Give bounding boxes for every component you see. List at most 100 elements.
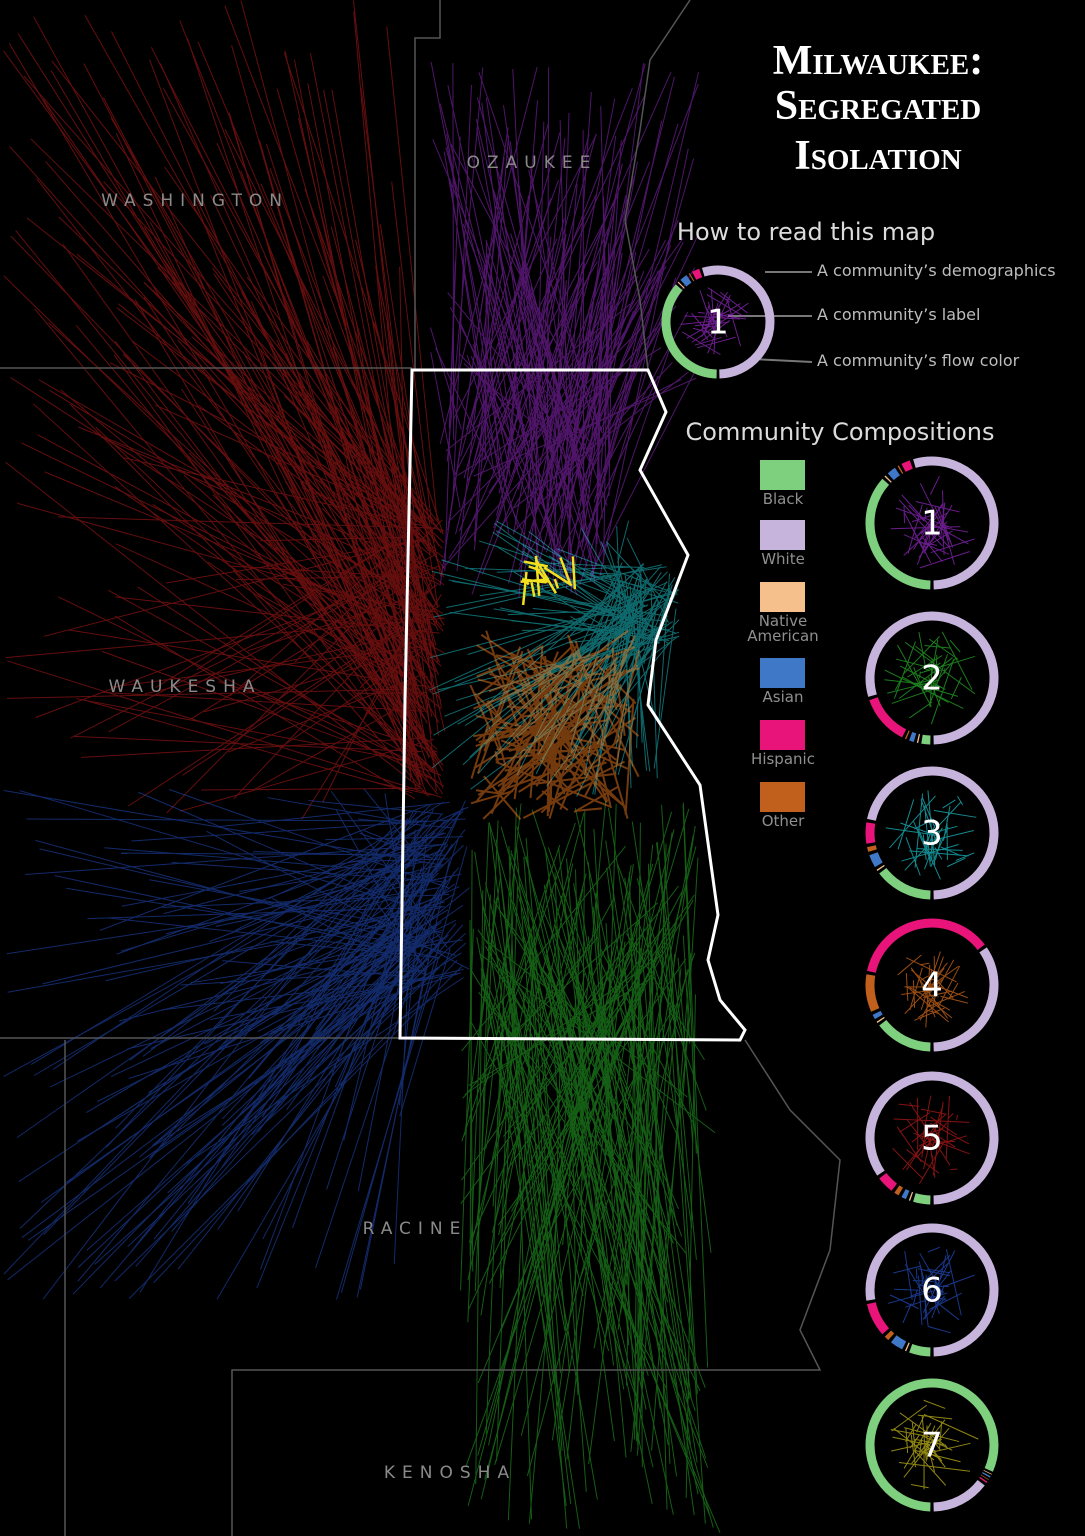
ring-flow-line bbox=[713, 321, 717, 355]
flow-line bbox=[271, 898, 425, 975]
flow-line bbox=[566, 858, 590, 1138]
flow-line bbox=[587, 161, 638, 429]
flow-line bbox=[447, 292, 577, 452]
flow-line bbox=[431, 601, 639, 769]
note: A community’s label bbox=[817, 305, 980, 324]
ring-flow-line bbox=[892, 1436, 929, 1446]
flow-line bbox=[624, 877, 692, 1400]
ring-flow-line bbox=[900, 822, 937, 837]
flow-line bbox=[151, 921, 409, 1147]
flow-line bbox=[520, 829, 675, 1436]
flow-line bbox=[65, 904, 464, 1184]
ring-segment bbox=[913, 1193, 931, 1205]
flow-line bbox=[516, 669, 608, 804]
flow-line bbox=[588, 198, 616, 469]
ring-flow-line bbox=[919, 962, 930, 966]
flow-line bbox=[508, 845, 533, 1520]
flow-line bbox=[477, 1025, 602, 1456]
flow-line bbox=[206, 830, 470, 970]
flow-line bbox=[3, 825, 431, 1275]
ring-flow-line bbox=[928, 662, 941, 672]
flow-line bbox=[359, 832, 430, 859]
ring-flow-line bbox=[921, 685, 959, 697]
flow-line bbox=[488, 647, 609, 693]
flow-line bbox=[77, 426, 439, 571]
ring-flow-line bbox=[914, 678, 933, 685]
flow-line bbox=[558, 209, 616, 430]
flow-line bbox=[525, 856, 647, 1410]
ring-segment bbox=[865, 1223, 999, 1357]
flow-line bbox=[604, 803, 617, 1165]
flow-line bbox=[66, 887, 408, 945]
flow-line bbox=[273, 561, 438, 756]
flow-line bbox=[564, 281, 597, 513]
flow-line bbox=[682, 935, 691, 1044]
flow-line bbox=[143, 226, 440, 723]
flow-line bbox=[473, 206, 497, 542]
ring-flow-line bbox=[931, 1284, 945, 1319]
flow-line bbox=[624, 575, 651, 772]
flow-line bbox=[325, 836, 464, 841]
ring-flow-line bbox=[937, 1135, 967, 1146]
flow-line bbox=[217, 801, 450, 828]
flow-line bbox=[522, 722, 628, 810]
flow-line bbox=[154, 176, 411, 757]
flow-line bbox=[343, 882, 406, 1141]
flow-line bbox=[3, 275, 417, 680]
flow-line bbox=[509, 586, 631, 666]
flow-line bbox=[179, 20, 435, 664]
flow-line bbox=[641, 953, 649, 1031]
flow-line bbox=[544, 641, 660, 697]
flow-line bbox=[560, 940, 679, 1210]
flow-line bbox=[570, 615, 618, 646]
ring-segment bbox=[680, 275, 692, 287]
ring-flow-line bbox=[917, 1275, 923, 1325]
flow-line bbox=[488, 942, 665, 1284]
flow-line bbox=[520, 278, 594, 569]
flow-line bbox=[472, 344, 546, 551]
ring-flow-line bbox=[889, 1294, 919, 1310]
flow-line bbox=[586, 158, 695, 538]
flow-line bbox=[507, 609, 637, 616]
flow-line bbox=[473, 135, 510, 551]
flow-line bbox=[482, 623, 667, 714]
flow-line bbox=[429, 327, 462, 430]
flow-line bbox=[501, 902, 659, 1044]
flow-line bbox=[306, 819, 427, 1007]
flow-line bbox=[594, 596, 621, 795]
flow-line bbox=[386, 843, 453, 953]
county-label: WAUKESHA bbox=[108, 677, 261, 697]
flow-line bbox=[33, 403, 436, 773]
flow-line bbox=[559, 666, 640, 737]
flow-line bbox=[592, 598, 658, 735]
flow-line bbox=[330, 226, 414, 539]
flow-line bbox=[549, 703, 554, 805]
ring-segment bbox=[692, 268, 703, 280]
flow-line bbox=[285, 352, 421, 676]
flow-line bbox=[459, 353, 526, 427]
flow-line bbox=[520, 578, 550, 584]
flow-line bbox=[495, 691, 617, 737]
flow-line bbox=[35, 839, 456, 956]
flow-line bbox=[465, 1012, 630, 1466]
flow-line bbox=[587, 936, 628, 1285]
flow-line bbox=[614, 566, 643, 702]
ring-flow-line bbox=[912, 1289, 918, 1306]
flow-line bbox=[464, 953, 664, 1096]
flow-line bbox=[474, 851, 581, 1529]
legend-swatch bbox=[760, 720, 805, 750]
flow-line bbox=[526, 648, 558, 715]
flow-line bbox=[220, 929, 443, 985]
flow-line bbox=[547, 378, 682, 449]
ring-segment bbox=[909, 731, 917, 742]
community-label: 3 bbox=[921, 814, 943, 854]
ring-flow-line bbox=[914, 818, 935, 830]
flow-line bbox=[551, 657, 588, 691]
ring-flow-line bbox=[924, 805, 931, 866]
ring-segment bbox=[867, 845, 877, 852]
flow-line bbox=[165, 864, 441, 935]
flow-line bbox=[378, 560, 426, 711]
ring-flow bbox=[884, 631, 976, 725]
flow-line bbox=[464, 619, 628, 727]
